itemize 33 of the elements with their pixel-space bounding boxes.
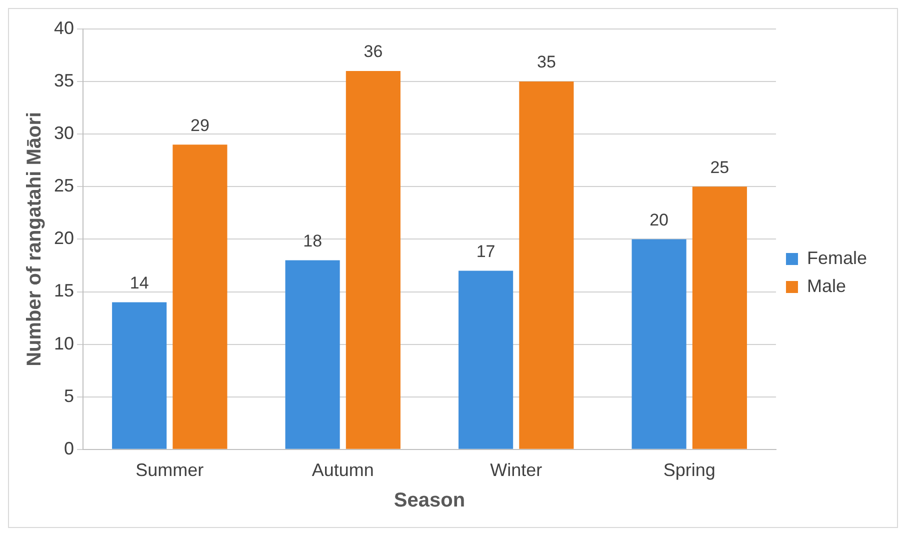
bar: [112, 302, 167, 449]
y-tick-label: 15: [54, 280, 74, 301]
data-label: 29: [190, 116, 210, 135]
y-tick-label: 20: [54, 228, 74, 248]
data-label: 25: [710, 158, 730, 177]
legend-label: Female: [806, 248, 868, 268]
x-tick-label: Autumn: [312, 460, 374, 480]
y-tick-label: 40: [54, 18, 74, 38]
x-axis-title: Season: [394, 490, 466, 512]
y-axis-title: Number of rangatahi Māori: [24, 112, 46, 366]
x-tick-label: Winter: [490, 460, 542, 480]
bar: [285, 260, 340, 449]
y-tick-label: 0: [64, 438, 74, 458]
y-tick-label: 5: [64, 386, 74, 406]
legend-label: Male: [806, 276, 846, 296]
data-label: 18: [303, 231, 322, 250]
data-label: 35: [536, 52, 556, 72]
bar: [692, 186, 747, 449]
y-tick-label: 35: [54, 70, 74, 91]
data-label: 36: [364, 42, 383, 62]
data-label: 14: [130, 273, 149, 292]
bar: [172, 144, 228, 449]
y-tick-label: 30: [54, 123, 74, 144]
data-label: 20: [650, 210, 669, 230]
bar: [519, 82, 574, 449]
x-tick-label: Summer: [136, 460, 204, 480]
bar: [346, 71, 400, 449]
bar: [632, 239, 686, 449]
bar: [458, 270, 514, 449]
x-tick-label: Spring: [663, 460, 716, 480]
y-tick-label: 10: [54, 333, 74, 354]
y-tick-label: 25: [54, 176, 74, 196]
data-label: 17: [476, 242, 496, 261]
